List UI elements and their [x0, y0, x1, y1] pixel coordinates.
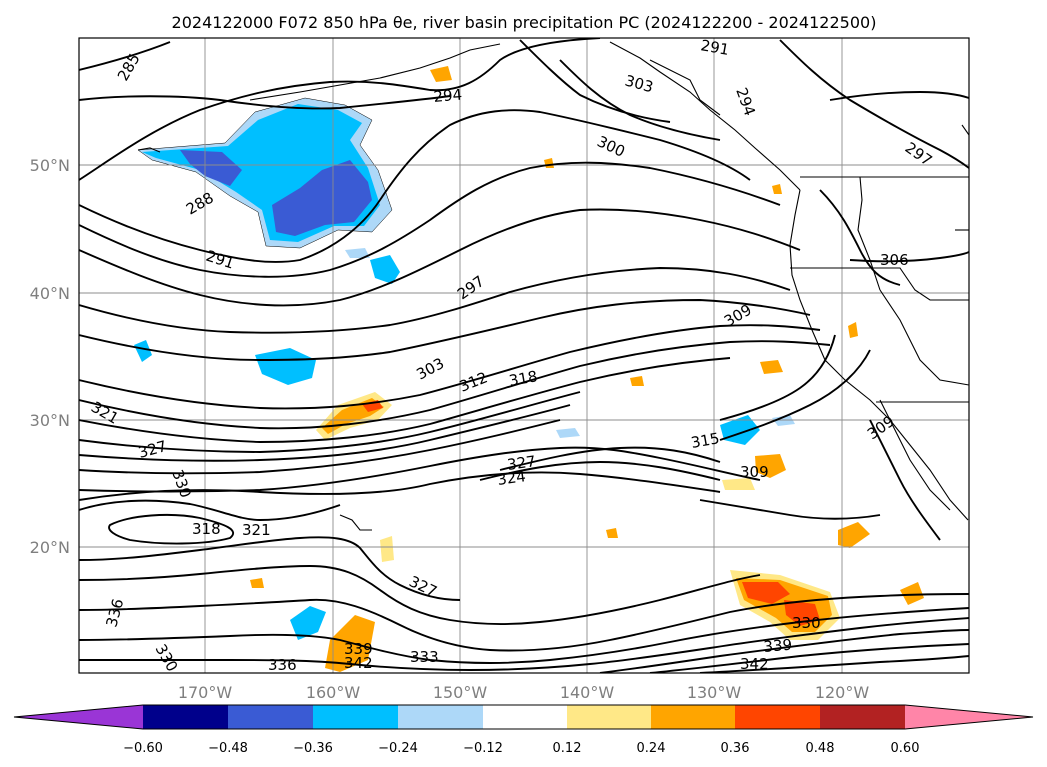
colorbar-bin [313, 705, 398, 729]
contour-label: 342 [344, 654, 373, 672]
lon-label: 150°W [433, 683, 488, 702]
contour-label: 291 [699, 36, 730, 59]
theta-e-contours [79, 38, 969, 673]
shade-negative-mid [370, 255, 400, 284]
contour-label: 318 [508, 367, 539, 390]
colorbar-bin [567, 705, 651, 729]
colorbar-extend-high [905, 705, 1033, 729]
shade-negative-dark [272, 160, 372, 236]
colorbar-bin [483, 705, 567, 729]
colorbar: −0.60 −0.48 −0.36 −0.24 −0.12 0.12 0.24 … [13, 704, 1034, 756]
colorbar-bin [651, 705, 735, 729]
contour-label: 336 [268, 656, 297, 674]
contour-label: 321 [242, 521, 271, 539]
contour-label: 342 [740, 655, 769, 673]
shade-positive-light [380, 536, 394, 562]
contour-label: 324 [496, 467, 527, 489]
shade-negative-light [345, 248, 370, 258]
shade-negative-light [772, 415, 795, 426]
shade-positive-dark [742, 582, 790, 604]
shade-positive-mid [630, 376, 644, 386]
precipitation-shading [134, 66, 924, 672]
lon-label: 120°W [815, 683, 870, 702]
coastlines [137, 41, 969, 531]
lat-label: 40°N [30, 284, 70, 303]
shade-positive-mid [848, 322, 858, 338]
shade-negative-mid [255, 348, 316, 385]
longitude-labels: 170°W 160°W 150°W 140°W 130°W 120°W [178, 683, 870, 702]
map-frame [78, 37, 970, 674]
contour-label: 315 [690, 429, 721, 452]
contour-label: 309 [740, 463, 769, 481]
shade-positive-dark [784, 600, 820, 626]
lon-label: 140°W [560, 683, 615, 702]
colorbar-tick-label: 0.48 [806, 741, 835, 756]
latitude-labels: 50°N 40°N 30°N 20°N [30, 156, 70, 557]
shade-negative-dark [180, 150, 242, 186]
colorbar-tick-label: 0.60 [891, 741, 920, 756]
shade-positive-mid [760, 360, 783, 374]
contour-label: 339 [763, 636, 793, 656]
shade-positive-mid [772, 184, 782, 194]
lat-label: 20°N [30, 538, 70, 557]
lat-label: 30°N [30, 411, 70, 430]
lon-label: 130°W [687, 683, 742, 702]
shade-positive-mid [900, 582, 924, 605]
figure-title: 2024122000 F072 850 hPa θe, river basin … [172, 13, 877, 32]
contour-label: 330 [792, 614, 821, 632]
shade-positive-light [722, 478, 755, 490]
colorbar-bin [820, 705, 905, 729]
colorbar-bin [228, 705, 313, 729]
contour-label: 306 [880, 251, 909, 269]
shade-negative-mid [134, 340, 152, 362]
shade-positive-mid [838, 522, 870, 548]
shade-negative-light [556, 428, 580, 438]
colorbar-bin [398, 705, 483, 729]
map-panel: 285 294 303 291 294 300 297 288 291 297 … [78, 36, 970, 675]
colorbar-bin [143, 705, 228, 729]
colorbar-extend-low [14, 705, 143, 729]
shade-positive-mid [606, 528, 618, 538]
colorbar-tick-label: 0.12 [553, 741, 582, 756]
lon-label: 170°W [178, 683, 233, 702]
shade-positive-mid [430, 66, 452, 82]
colorbar-tick-label: −0.36 [293, 741, 333, 756]
contour-label: 339 [344, 640, 373, 658]
lon-label: 160°W [306, 683, 361, 702]
shade-positive-mid [755, 454, 786, 478]
colorbar-tick-label: 0.24 [637, 741, 666, 756]
shade-positive-mid [250, 578, 264, 588]
colorbar-tick-label: 0.36 [721, 741, 750, 756]
contour-label: 294 [433, 86, 463, 106]
contour-label: 333 [410, 648, 439, 666]
colorbar-tick-label: −0.12 [463, 741, 503, 756]
contour-label: 327 [506, 452, 537, 474]
colorbar-tick-label: −0.24 [378, 741, 418, 756]
shade-negative-mid [290, 606, 326, 640]
colorbar-outline [13, 704, 1034, 730]
map-background [79, 38, 969, 673]
lat-label: 50°N [30, 156, 70, 175]
colorbar-bin [735, 705, 820, 729]
colorbar-tick-label: −0.60 [123, 741, 163, 756]
colorbar-tick-label: −0.48 [208, 741, 248, 756]
contour-label: 318 [192, 520, 221, 538]
